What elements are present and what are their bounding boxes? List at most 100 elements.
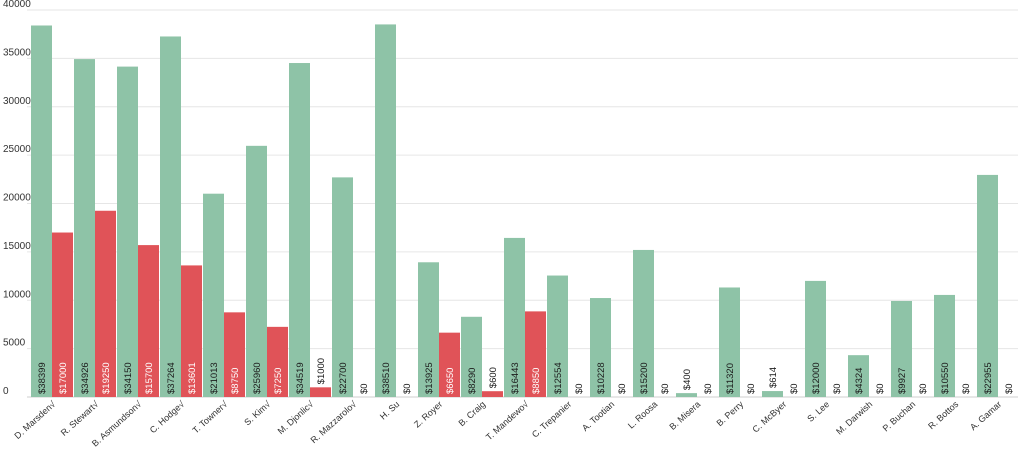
- bar-series-1: [74, 59, 95, 398]
- y-tick-label: 10000: [3, 289, 31, 300]
- bar-series-1: [375, 24, 396, 398]
- value-label: $8290: [467, 368, 478, 394]
- x-tick-label: S. Lee: [805, 399, 831, 424]
- value-label: $19250: [101, 362, 112, 394]
- value-label: $0: [918, 383, 929, 394]
- bar-series-1: [203, 193, 224, 397]
- bar-series-2: [482, 391, 503, 397]
- x-tick-label: T. Towner√: [190, 399, 229, 435]
- value-label: $21013: [209, 362, 220, 394]
- x-tick-label: A. Gamar: [968, 399, 1003, 432]
- x-tick-label: R. Mazzarolo√: [309, 399, 359, 445]
- bar-series-1: [547, 275, 568, 397]
- value-label: $9927: [897, 368, 908, 394]
- bar-series-1: [590, 298, 611, 397]
- bar-series-1: [160, 36, 181, 398]
- value-label: $0: [660, 383, 671, 394]
- x-tick-label: A. Tootian: [580, 399, 616, 433]
- value-label: $16443: [510, 362, 521, 394]
- value-label: $0: [961, 383, 972, 394]
- value-label: $0: [1004, 383, 1015, 394]
- value-label: $13601: [187, 362, 198, 394]
- value-label: $38399: [37, 362, 48, 394]
- value-label: $7250: [273, 368, 284, 394]
- value-label: $11320: [725, 363, 736, 394]
- value-label: $0: [359, 383, 370, 394]
- bar-series-1: [504, 237, 525, 397]
- value-label: $34150: [123, 362, 134, 394]
- x-tick-label: B. Perry: [714, 399, 745, 429]
- value-label: $0: [746, 383, 757, 394]
- value-label: $34926: [80, 362, 91, 394]
- value-label: $22955: [983, 362, 994, 394]
- value-label: $600: [488, 367, 499, 388]
- y-tick-label: 30000: [3, 96, 31, 107]
- x-tick-label: S. Kim√: [242, 399, 272, 428]
- value-label: $22700: [338, 362, 349, 394]
- value-label: $400: [682, 369, 693, 390]
- value-label: $38510: [381, 362, 392, 394]
- bar-series-2: [310, 387, 331, 397]
- x-tick-label: M. Darwish: [834, 399, 874, 437]
- y-tick-label: 40000: [3, 0, 31, 10]
- bar-series-1: [676, 393, 697, 397]
- bar-series-1: [719, 287, 740, 397]
- value-label: $13925: [424, 362, 435, 394]
- value-label: $0: [832, 383, 843, 394]
- x-tick-label: C. Trepanier: [530, 399, 574, 440]
- bar-series-1: [633, 249, 654, 397]
- bar-series-1: [332, 177, 353, 397]
- x-tick-label: D. Marsden√: [12, 399, 57, 441]
- x-tick-label: B. Misera: [667, 399, 702, 432]
- y-tick-label: 0: [3, 386, 9, 397]
- value-label: $0: [574, 383, 585, 394]
- x-tick-label: L. Roosa: [626, 399, 659, 431]
- value-label: $12554: [553, 362, 564, 394]
- y-tick-label: 35000: [3, 47, 31, 58]
- value-label: $0: [875, 383, 886, 394]
- bar-series-2: [138, 245, 159, 397]
- value-label: $8750: [230, 368, 241, 394]
- bar-series-2: [181, 265, 202, 397]
- x-tick-label: R. Stewart√: [59, 399, 101, 438]
- x-tick-label: C. Hodge√: [148, 399, 187, 435]
- bar-series-1: [934, 294, 955, 397]
- value-label: $1000: [316, 358, 327, 384]
- value-label: $6650: [445, 368, 456, 394]
- value-label: $17000: [58, 362, 69, 394]
- bar-series-2: [525, 311, 546, 397]
- value-label: $4324: [854, 368, 865, 394]
- bar-series-1: [762, 391, 783, 397]
- x-tick-label: P. Buchan: [881, 399, 918, 433]
- bar-series-1: [246, 145, 267, 397]
- value-label: $0: [703, 383, 714, 394]
- bar-series-1: [848, 355, 869, 397]
- value-label: $10228: [596, 362, 607, 394]
- bar-series-2: [439, 332, 460, 397]
- bar-series-1: [117, 66, 138, 397]
- value-label: $0: [402, 383, 413, 394]
- value-label: $25960: [252, 362, 263, 394]
- y-tick-label: 15000: [3, 241, 31, 252]
- y-tick-label: 25000: [3, 144, 31, 155]
- bar-series-1: [805, 280, 826, 397]
- value-label: $15700: [144, 362, 155, 394]
- value-label: $12000: [811, 362, 822, 394]
- value-label: $37264: [166, 362, 177, 394]
- x-tick-label: C. McByer: [750, 399, 788, 435]
- bar-series-2: [224, 312, 245, 397]
- bar-series-1: [977, 174, 998, 397]
- value-label: $34519: [295, 362, 306, 394]
- value-label: $10550: [940, 362, 951, 394]
- bar-series-1: [461, 316, 482, 397]
- y-tick-label: 5000: [3, 338, 26, 349]
- bar-series-2: [95, 210, 116, 397]
- x-tick-label: Z. Royer: [412, 399, 444, 430]
- value-label: $8850: [531, 368, 542, 394]
- y-tick-label: 20000: [3, 193, 31, 204]
- x-tick-label: M. Djonlic√: [276, 399, 316, 436]
- x-tick-label: B. Craig: [456, 399, 487, 428]
- value-label: $614: [768, 367, 779, 388]
